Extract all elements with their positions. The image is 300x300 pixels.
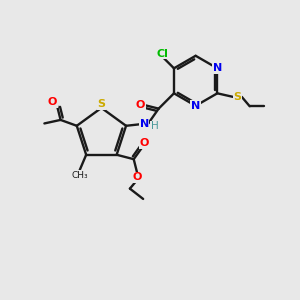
Text: CH₃: CH₃ bbox=[71, 171, 88, 180]
Text: O: O bbox=[48, 97, 57, 107]
Text: S: S bbox=[233, 92, 241, 102]
Text: N: N bbox=[191, 101, 200, 111]
Text: S: S bbox=[98, 99, 105, 109]
Text: O: O bbox=[136, 100, 145, 110]
Text: N: N bbox=[140, 119, 149, 129]
Text: O: O bbox=[139, 138, 149, 148]
Text: Cl: Cl bbox=[157, 49, 169, 58]
Text: O: O bbox=[133, 172, 142, 182]
Text: H: H bbox=[151, 121, 159, 131]
Text: N: N bbox=[213, 63, 222, 73]
